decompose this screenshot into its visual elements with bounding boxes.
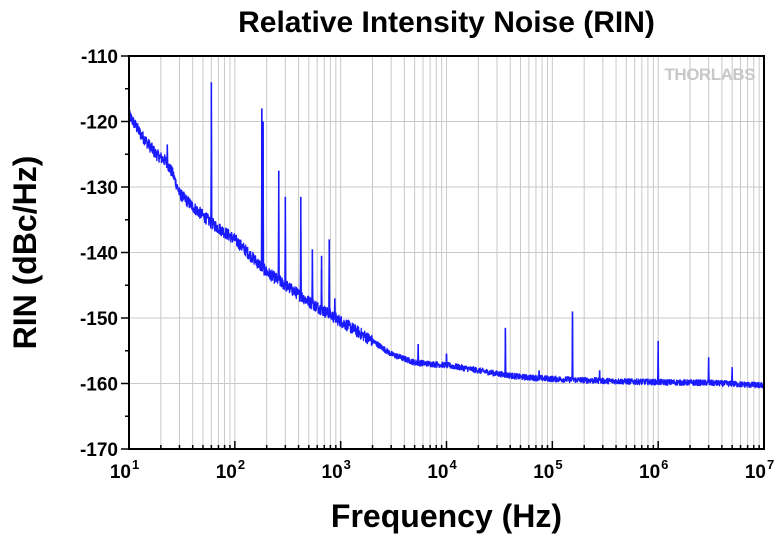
y-tick-label: -120 bbox=[80, 113, 118, 134]
thorlabs-logo: THORLABS bbox=[665, 65, 756, 84]
y-tick-label: -140 bbox=[80, 244, 118, 265]
x-tick-label-exponent: 7 bbox=[767, 457, 774, 472]
axis-ticks bbox=[121, 55, 765, 450]
y-tick-label: -110 bbox=[81, 47, 118, 68]
x-tick-label-base: 10 bbox=[216, 462, 237, 483]
x-tick-label-exponent: 5 bbox=[555, 457, 562, 472]
x-tick-label: 10 7 bbox=[745, 457, 774, 483]
x-tick-label-exponent: 3 bbox=[344, 457, 351, 472]
x-tick-label-base: 10 bbox=[110, 462, 131, 483]
x-tick-label-base: 10 bbox=[533, 462, 554, 483]
x-tick-label-base: 10 bbox=[427, 462, 448, 483]
x-tick-labels: 10 1 10 2 10 3 10 4 10 5 10 6 10 7 bbox=[110, 457, 774, 483]
x-tick-label-exponent: 6 bbox=[661, 457, 668, 472]
x-tick-label-base: 10 bbox=[745, 462, 766, 483]
x-tick-label: 10 5 bbox=[533, 457, 562, 483]
x-axis-label: Frequency (Hz) bbox=[331, 498, 562, 534]
y-tick-label: -130 bbox=[80, 178, 118, 199]
x-tick-label: 10 3 bbox=[322, 457, 351, 483]
series-layer bbox=[128, 82, 765, 389]
x-tick-label-base: 10 bbox=[639, 462, 660, 483]
x-tick-label-exponent: 1 bbox=[132, 457, 139, 472]
x-tick-label: 10 1 bbox=[110, 457, 139, 483]
x-tick-label-base: 10 bbox=[322, 462, 343, 483]
chart-title: Relative Intensity Noise (RIN) bbox=[238, 6, 655, 39]
y-axis-label: RIN (dBc/Hz) bbox=[7, 156, 43, 350]
y-tick-label: -160 bbox=[80, 375, 118, 396]
y-tick-label: -150 bbox=[80, 309, 118, 330]
x-tick-label: 10 4 bbox=[427, 457, 457, 483]
x-tick-label: 10 6 bbox=[639, 457, 668, 483]
x-tick-label-exponent: 2 bbox=[238, 457, 245, 472]
grid bbox=[129, 56, 764, 449]
x-tick-label: 10 2 bbox=[216, 457, 245, 483]
y-tick-label: -170 bbox=[80, 440, 118, 461]
x-tick-label-exponent: 4 bbox=[450, 457, 458, 472]
y-tick-labels: -110 -120 -130 -140 -150 -160 -170 bbox=[80, 47, 118, 461]
